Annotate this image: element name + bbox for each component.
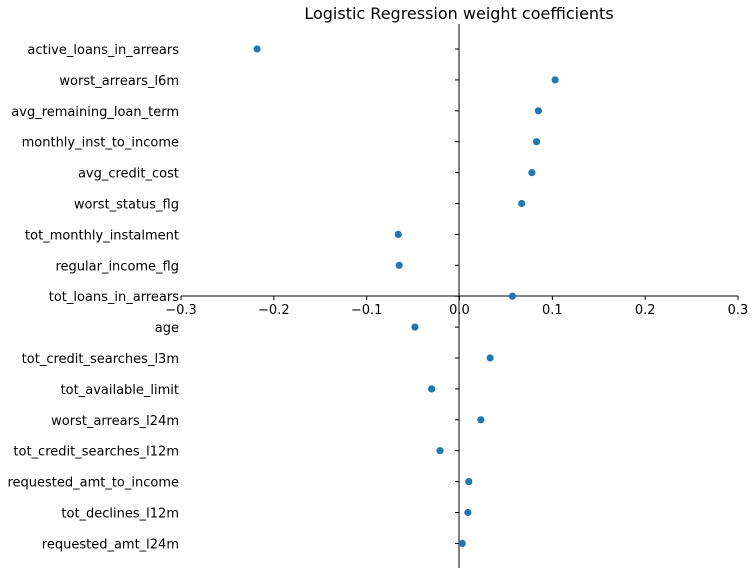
data-point — [395, 261, 403, 269]
category-labels: active_loans_in_arrears worst_arrears_l6m… — [7, 43, 179, 552]
category-label: tot_credit_searches_l3m — [22, 352, 179, 367]
x-tick-label: −0.1 — [351, 303, 383, 318]
data-point — [534, 107, 543, 115]
data-point — [411, 323, 419, 331]
category-label: age — [155, 321, 179, 336]
x-tick-label: 0.3 — [728, 303, 749, 318]
data-point — [458, 539, 466, 548]
x-tick-label: −0.3 — [165, 303, 197, 318]
data-point — [518, 199, 526, 208]
x-tick-label: −0.2 — [258, 303, 290, 318]
data-point — [436, 447, 444, 455]
data-point — [508, 292, 517, 300]
category-label: active_loans_in_arrears — [27, 43, 179, 58]
category-label: avg_credit_cost — [78, 167, 179, 182]
data-point — [486, 354, 494, 362]
data-point — [428, 385, 436, 393]
category-label: tot_credit_searches_l12m — [13, 445, 179, 460]
data-point — [551, 76, 559, 84]
data-point — [465, 478, 473, 486]
data-point — [532, 138, 541, 146]
category-label: tot_declines_l12m — [61, 507, 179, 522]
x-tick-label: 0.2 — [635, 303, 656, 318]
data-point — [394, 230, 402, 238]
category-label: requested_amt_to_income — [7, 476, 179, 491]
category-label: worst_arrears_l24m — [51, 414, 179, 429]
category-label: tot_loans_in_arrears — [49, 290, 179, 305]
x-ticks: −0.3 −0.2 −0.1 0.0 0.1 0.2 0.3 — [165, 296, 748, 318]
category-label: regular_income_flg — [55, 259, 179, 274]
category-label: worst_status_flg — [74, 198, 179, 213]
category-label: worst_arrears_l6m — [59, 74, 179, 89]
category-label: tot_available_limit — [61, 383, 179, 398]
data-point — [528, 169, 536, 177]
category-label: avg_remaining_loan_term — [11, 105, 179, 120]
x-tick-label: 0.0 — [449, 303, 470, 318]
data-point — [253, 45, 261, 53]
x-tick-label: 0.1 — [542, 303, 563, 318]
category-label: tot_monthly_instalment — [25, 228, 179, 243]
category-label: monthly_inst_to_income — [22, 136, 179, 151]
data-points — [253, 45, 559, 548]
data-point — [477, 416, 485, 424]
chart-title: Logistic Regression weight coefficients — [304, 4, 613, 23]
data-point — [464, 508, 472, 517]
category-label: requested_amt_l24m — [42, 537, 179, 552]
